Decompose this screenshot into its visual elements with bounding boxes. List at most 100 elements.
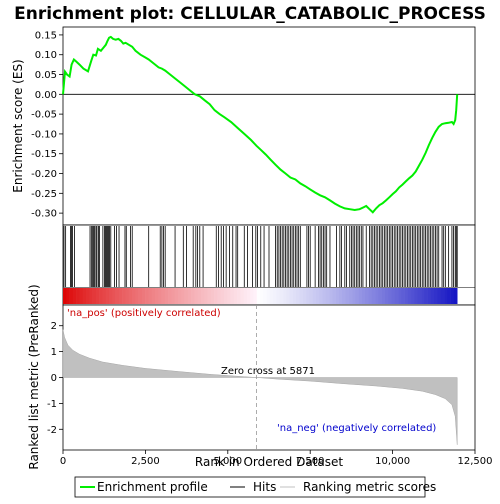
rank-color-band-segment [135,288,139,304]
rank-color-band-segment [96,288,100,304]
rank-color-band-segment [122,288,126,304]
rank-color-band-segment [332,288,336,304]
rank-color-band-segment [102,288,106,304]
rank-color-band-segment [382,288,386,304]
rank-color-band-segment [178,288,182,304]
rank-color-band-segment [421,288,425,304]
rank-color-band-segment [142,288,146,304]
rank-color-band-segment [401,288,405,304]
rank-color-band-segment [208,288,212,304]
rank-color-band-segment [260,288,264,304]
metric-y-tick-label: 1 [51,347,57,358]
rank-color-band-segment [349,288,353,304]
es-y-tick-label: 0.15 [35,30,57,41]
rank-color-band-segment [194,288,198,304]
rank-color-band-segment [217,288,221,304]
rank-color-band-segment [428,288,432,304]
rank-color-band-segment [73,288,77,304]
rank-color-band-segment [66,288,70,304]
es-axis-label: Enrichment score (ES) [11,59,25,192]
rank-color-band-segment [267,288,271,304]
legend-hits-label: Hits [253,480,276,494]
es-y-tick-label: -0.05 [31,110,57,121]
rank-color-band-segment [148,288,152,304]
metric-y-tick-label: -2 [47,425,57,436]
rank-color-band-segment [109,288,113,304]
rank-color-band-segment [431,288,435,304]
rank-color-band-segment [277,288,281,304]
rank-color-band-segment [132,288,136,304]
rank-color-band-segment [342,288,346,304]
rank-color-band-segment [191,288,195,304]
rank-color-band-segment [414,288,418,304]
rank-color-band-segment [270,288,274,304]
positive-correlation-label: 'na_pos' (positively correlated) [67,308,221,319]
rank-color-band-segment [290,288,294,304]
rank-color-band-segment [257,288,261,304]
rank-color-band-segment [336,288,340,304]
rank-color-band-segment [234,288,238,304]
es-y-tick-label: 0.05 [35,70,57,81]
rank-color-band-segment [129,288,133,304]
rank-color-band-segment [303,288,307,304]
rank-color-band-segment [447,288,451,304]
metric-y-tick-label: -1 [47,399,57,410]
rank-color-band-segment [175,288,179,304]
rank-color-band-segment [388,288,392,304]
rank-color-band-segment [214,288,218,304]
rank-color-band-segment [119,288,123,304]
rank-color-band-segment [280,288,284,304]
rank-color-band-segment [263,288,267,304]
es-y-tick-label: -0.10 [31,129,57,140]
rank-color-band-segment [162,288,166,304]
rank-color-band-segment [411,288,415,304]
rank-color-band-segment [319,288,323,304]
rank-color-band-segment [385,288,389,304]
rank-color-band-segment [168,288,172,304]
rank-color-band-segment [441,288,445,304]
rank-color-band-segment [237,288,241,304]
rank-color-band-segment [83,288,87,304]
rank-color-band-segment [231,288,235,304]
metric-y-tick-label: 0 [51,373,57,384]
rank-color-band-segment [326,288,330,304]
rank-color-band-segment [369,288,373,304]
rank-color-band-segment [240,288,244,304]
es-y-tick-label: -0.20 [31,169,57,180]
rank-color-band-segment [306,288,310,304]
rank-color-band-segment [273,288,277,304]
rank-color-band-segment [188,288,192,304]
rank-color-band-segment [76,288,80,304]
es-y-tick-label: 0.00 [35,90,57,101]
rank-color-band-segment [339,288,343,304]
x-axis-label: Rank in Ordered Dataset [195,455,343,469]
rank-color-band-segment [395,288,399,304]
rank-color-band-segment [323,288,327,304]
rank-color-band-segment [63,288,67,304]
metric-y-tick-label: 2 [51,321,57,332]
rank-color-band-segment [139,288,143,304]
rank-color-band-segment [224,288,228,304]
rank-color-band-segment [155,288,159,304]
rank-color-band-segment [454,288,458,304]
rank-color-band-segment [158,288,162,304]
rank-color-band-segment [424,288,428,304]
rank-color-band-segment [89,288,93,304]
rank-color-band-segment [355,288,359,304]
x-tick-label: 10,000 [375,456,410,467]
rank-color-band-segment [300,288,304,304]
es-y-tick-label: -0.25 [31,189,57,200]
es-y-tick-label: 0.10 [35,50,57,61]
metric-axis-label: Ranked list metric (PreRanked) [27,284,41,469]
rank-color-band-segment [283,288,287,304]
rank-color-band-segment [247,288,251,304]
rank-color-band-segment [437,288,441,304]
rank-color-band-segment [375,288,379,304]
rank-color-band-segment [116,288,120,304]
x-tick-label: 2,500 [131,456,160,467]
rank-color-band-segment [99,288,103,304]
rank-color-band-segment [181,288,185,304]
rank-color-band-segment [145,288,149,304]
rank-color-band-segment [444,288,448,304]
legend-profile-label: Enrichment profile [97,480,208,494]
